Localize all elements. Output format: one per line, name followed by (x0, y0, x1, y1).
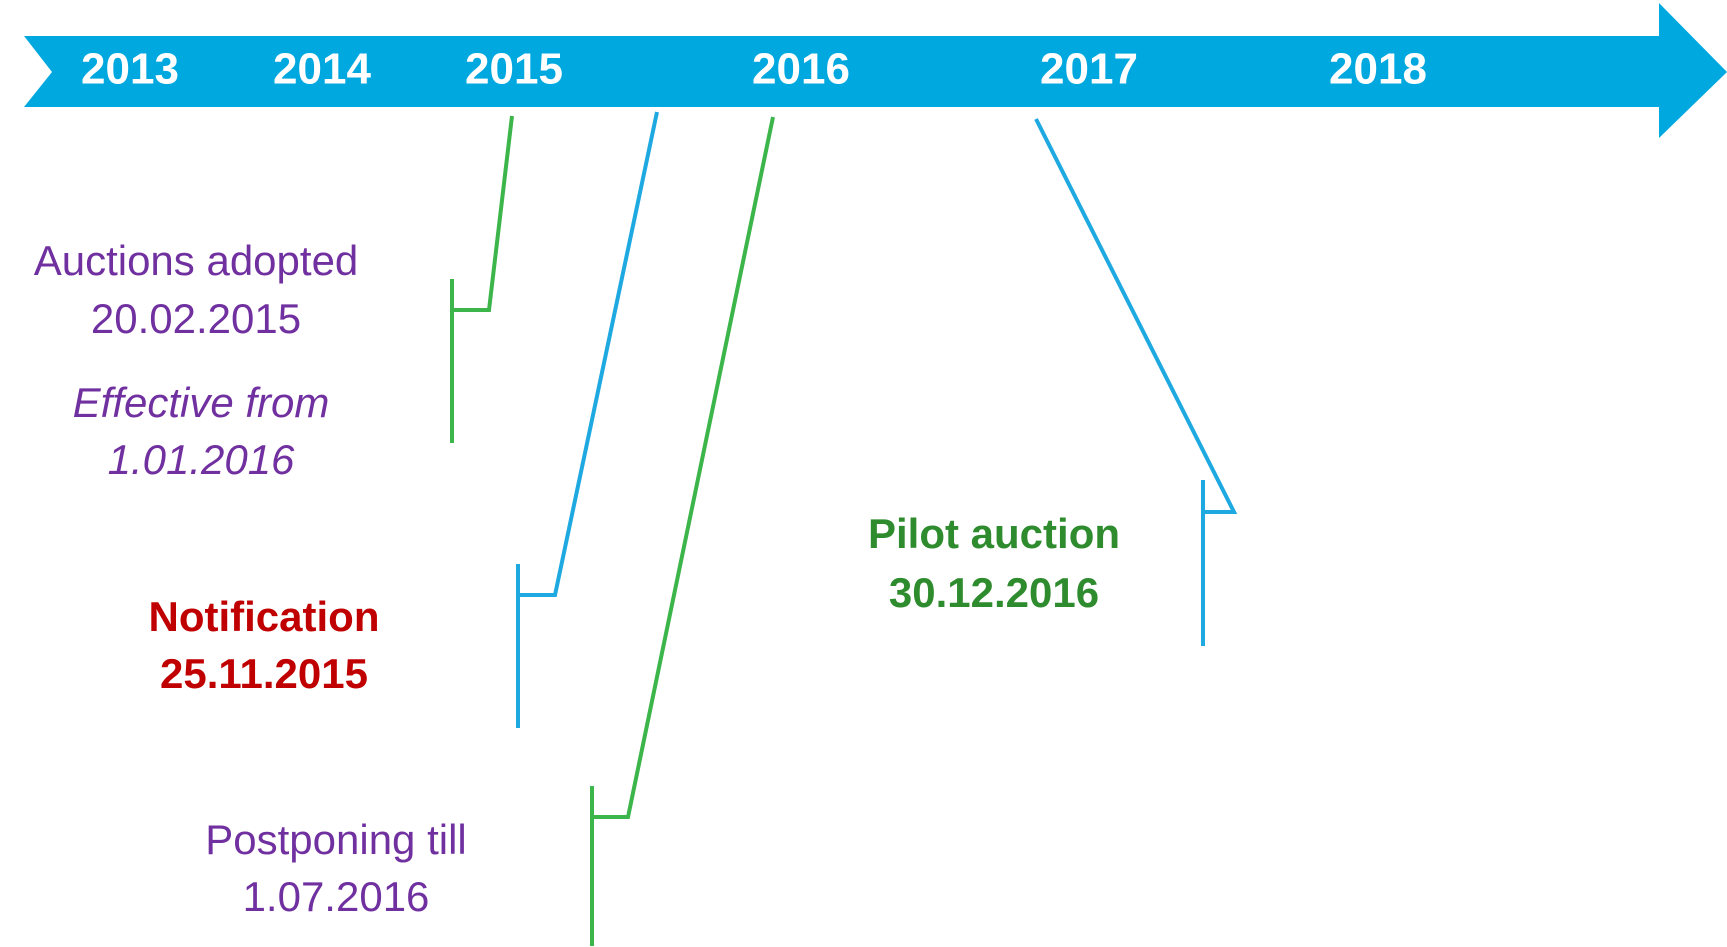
event-title: Postponing till (205, 816, 467, 863)
year-label: 2013 (81, 45, 179, 94)
event-note: Effective from (73, 379, 330, 426)
year-label: 2018 (1329, 45, 1427, 94)
event-date: 20.02.2015 (91, 295, 301, 342)
event-title: Pilot auction (868, 510, 1120, 557)
timeline-arrow (24, 3, 1727, 138)
year-label: 2017 (1040, 45, 1138, 94)
event-date: 25.11.2015 (160, 650, 368, 697)
event-note-date: 1.01.2016 (108, 436, 295, 483)
connector (1034, 118, 1238, 514)
year-label: 2015 (465, 45, 563, 94)
event-title: Auctions adopted (34, 237, 359, 284)
event-date: 30.12.2016 (889, 569, 1099, 616)
connector (518, 111, 659, 597)
connector (592, 116, 775, 819)
year-label: 2014 (273, 45, 371, 94)
event-date: 1.07.2016 (243, 873, 430, 920)
year-label: 2016 (752, 45, 850, 94)
connector (452, 115, 514, 312)
event-title: Notification (149, 593, 380, 640)
